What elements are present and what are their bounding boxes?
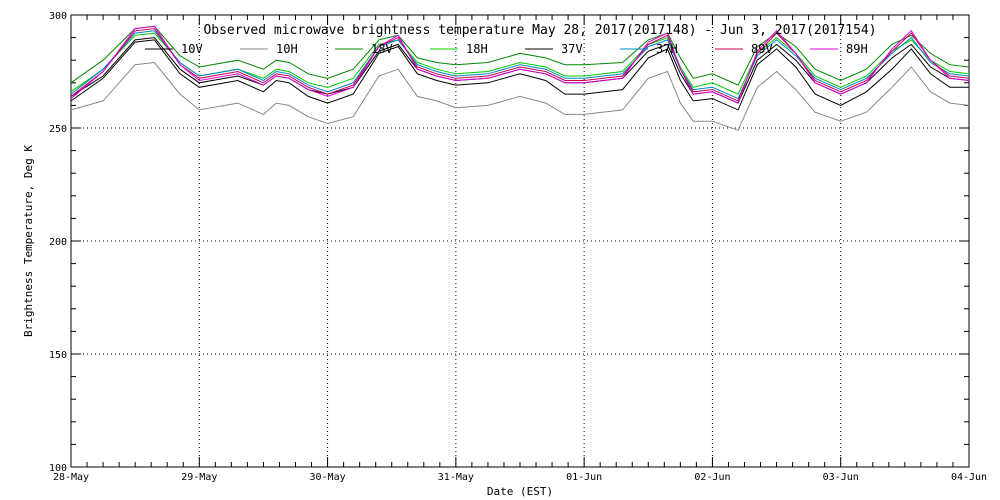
x-tick-label: 01-Jun [566, 472, 602, 483]
legend-label: 18H [466, 42, 488, 56]
legend-label: 89V [751, 42, 773, 56]
y-tick-label: 250 [49, 124, 67, 135]
legend-label: 10H [276, 42, 298, 56]
x-axis-title: Date (EST) [487, 485, 553, 498]
y-axis-title: Brightness Temperature, Deg K [22, 145, 35, 337]
legend: 10V 10H 18V 18H 37V 37H 89V 89H [145, 42, 868, 56]
legend-label: 10V [181, 42, 203, 56]
legend-label: 37V [561, 42, 583, 56]
series-line-10v [70, 39, 969, 111]
y-tick-label: 300 [49, 11, 67, 22]
x-tick-label: 31-May [438, 472, 474, 483]
x-tick-label: 03-Jun [823, 472, 859, 483]
x-tick-label: 04-Jun [951, 472, 987, 483]
x-tick-label: 02-Jun [694, 472, 730, 483]
y-tick-label: 100 [49, 463, 67, 474]
series-line-18h [70, 32, 970, 95]
series-line-10h [70, 61, 970, 131]
legend-label: 18V [371, 42, 393, 56]
series-line-89v [70, 28, 970, 102]
x-tick-label: 30-May [310, 472, 346, 483]
legend-label: 37H [656, 42, 678, 56]
x-tick-label: 28-May [53, 472, 89, 483]
y-tick-label: 150 [49, 350, 67, 361]
chart-title: Observed microwave brightness temperatur… [203, 23, 876, 38]
axis-ticks: 100 150 200 250 300 28-May 29-May 30-May 31-May 0… [49, 11, 987, 483]
series-line-37v [70, 37, 970, 104]
legend-label: 89H [846, 42, 868, 56]
grid-lines [71, 15, 969, 467]
series-lines [70, 25, 970, 131]
series-line-18v [70, 25, 970, 86]
series-line-37h [70, 30, 970, 100]
x-tick-label: 29-May [181, 472, 217, 483]
series-line-89h [70, 25, 970, 104]
y-tick-label: 200 [49, 237, 67, 248]
